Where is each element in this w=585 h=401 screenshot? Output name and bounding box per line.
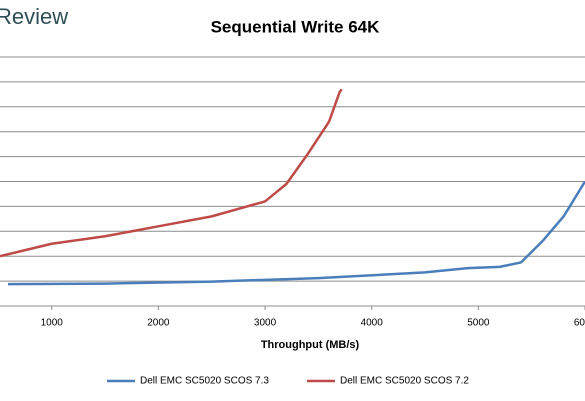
legend-label: Dell EMC SC5020 SCOS 7.2	[340, 376, 469, 387]
x-axis-title: Throughput (MB/s)	[261, 339, 360, 351]
legend-label: Dell EMC SC5020 SCOS 7.3	[140, 376, 269, 387]
data-line	[7, 180, 585, 286]
chart-title: Sequential Write 64K	[211, 17, 381, 36]
x-tick-label: 2000	[147, 318, 170, 329]
x-tick-label: 1000	[41, 318, 64, 329]
x-tick-label: 5000	[467, 318, 490, 329]
x-tick-label: 3000	[254, 318, 277, 329]
data-line	[0, 88, 343, 258]
x-tick-label: 6000	[574, 318, 585, 329]
logo: Review	[0, 4, 68, 29]
x-tick-label: 4000	[361, 318, 384, 329]
